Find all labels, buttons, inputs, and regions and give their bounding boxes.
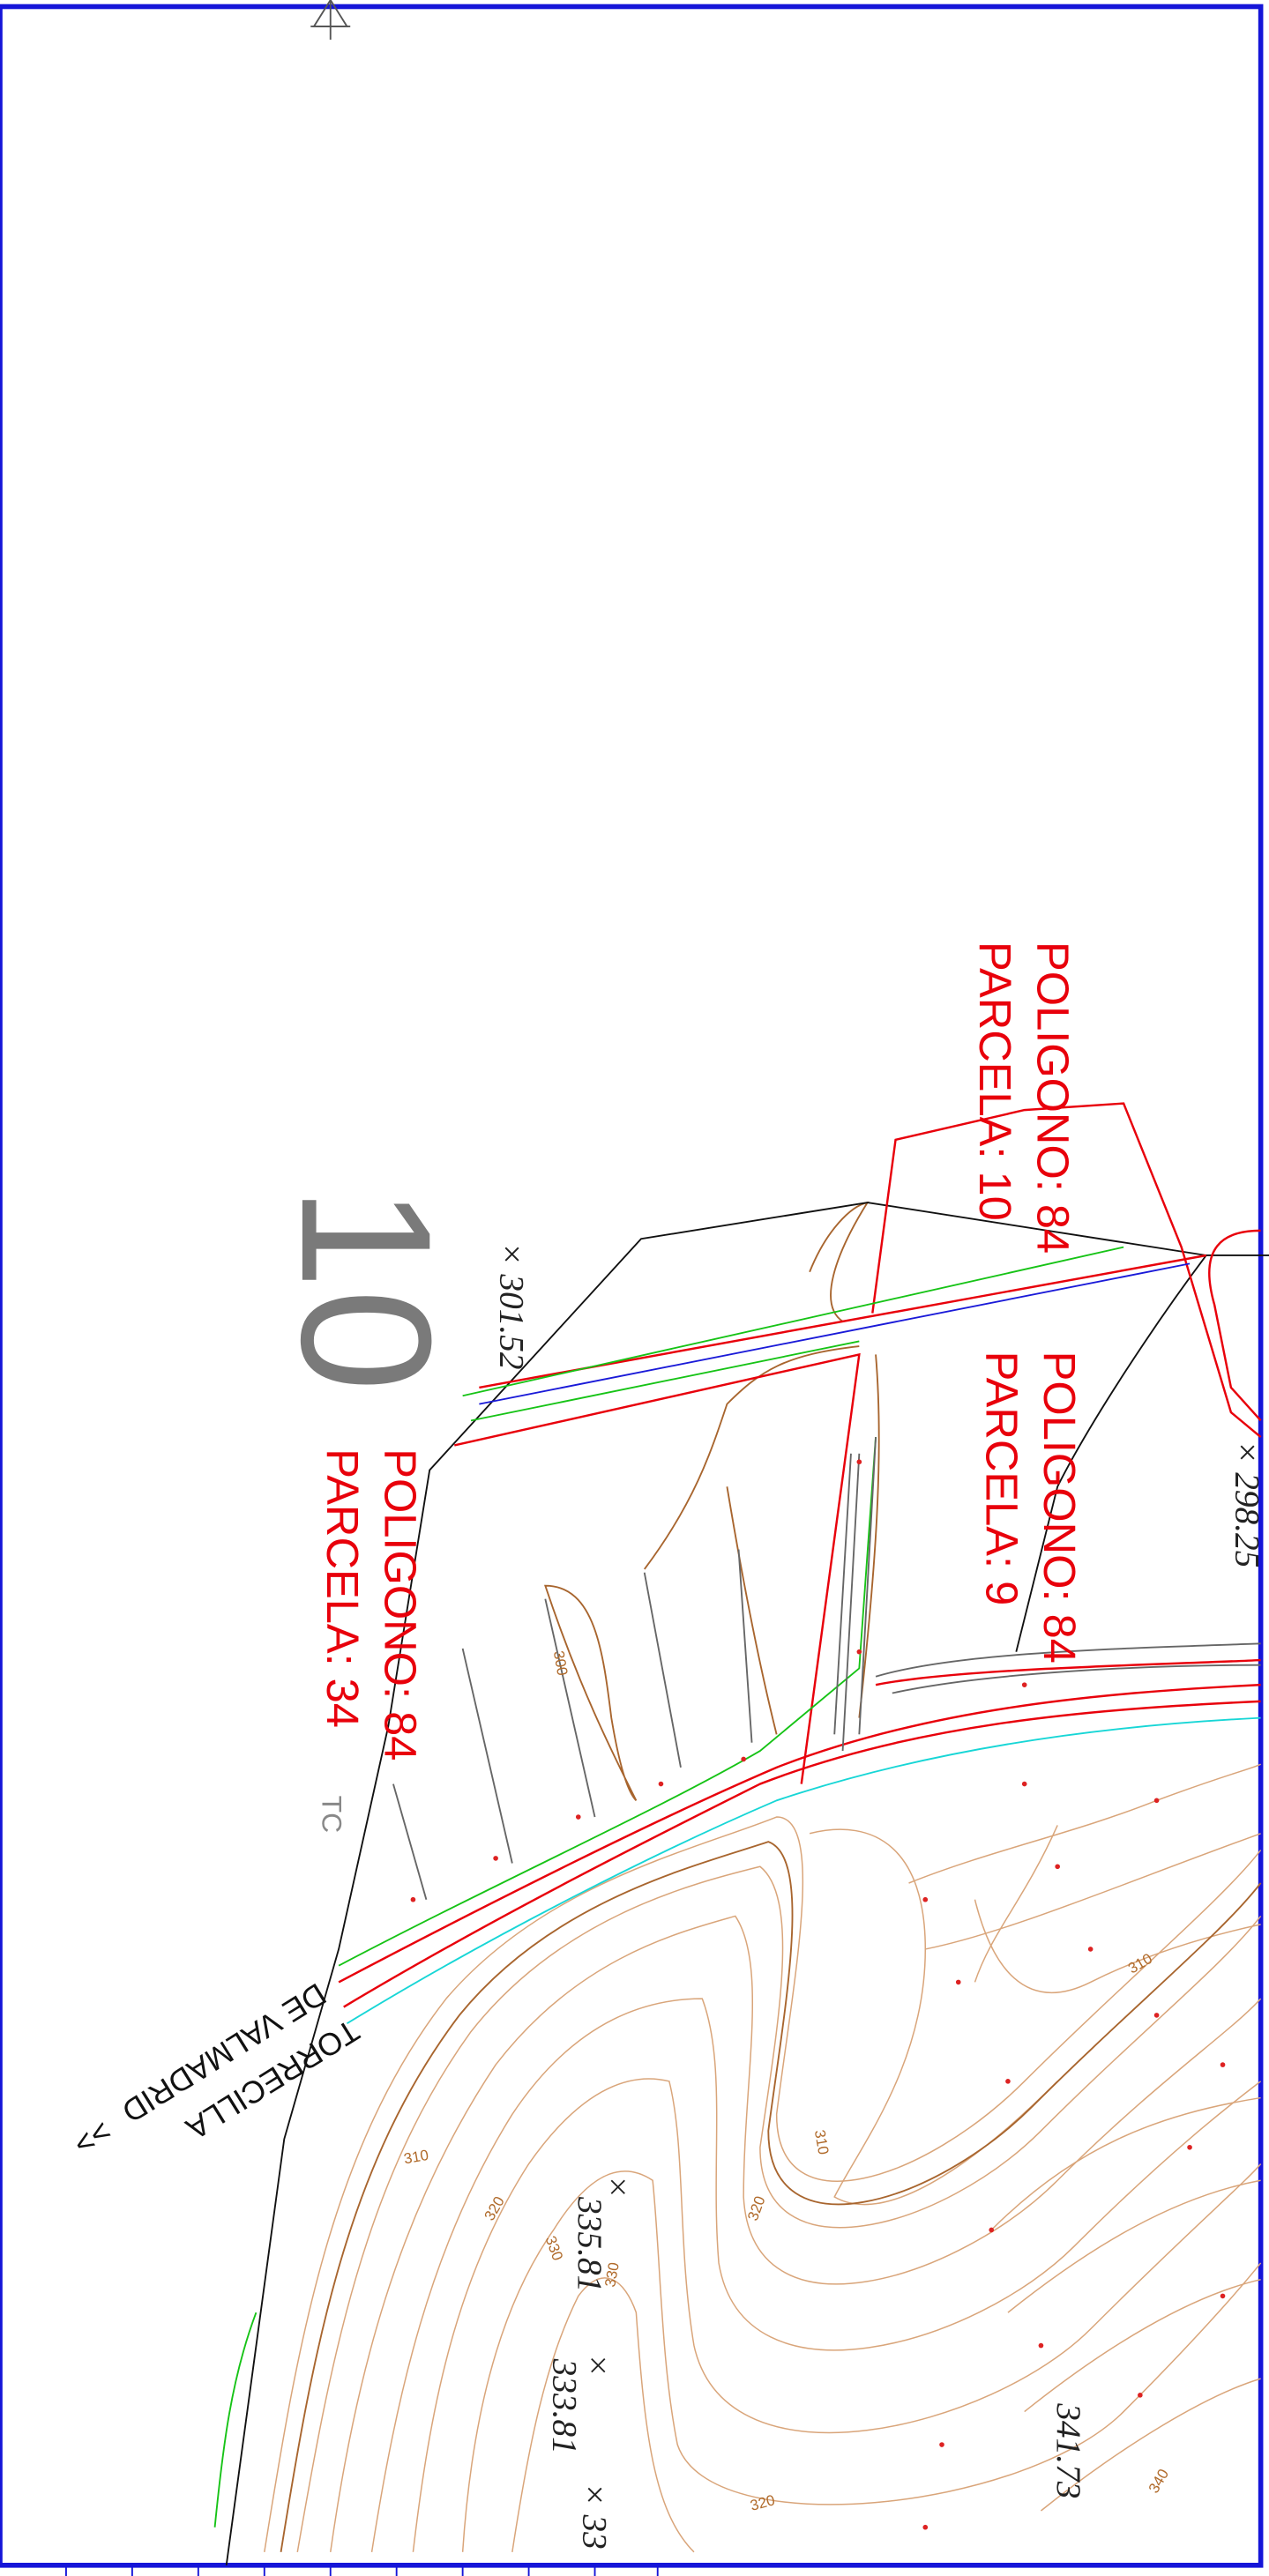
contour-label: 330 xyxy=(601,2261,623,2289)
contour-label: 320 xyxy=(481,2193,508,2223)
contour-label: 340 xyxy=(1146,2466,1173,2496)
spot-height: 335.81 xyxy=(571,2196,609,2292)
frame xyxy=(0,4,1264,2568)
contour-label: 310 xyxy=(402,2147,429,2168)
parcel-lines xyxy=(338,1102,1262,2008)
contours-main xyxy=(280,1201,1262,2552)
ruler xyxy=(65,2565,659,2576)
parcela-label: PARCELA: 10 xyxy=(970,942,1020,1221)
contour-label: 310 xyxy=(811,2128,832,2155)
survey-points xyxy=(410,1459,1226,2530)
parcela-label: PARCELA: 9 xyxy=(977,1351,1027,1606)
north-arrow xyxy=(310,0,351,40)
spot-markers xyxy=(591,2179,625,2373)
poligono-label: POLIGONO: 84 xyxy=(1034,1351,1085,1664)
poligono-label: POLIGONO: 84 xyxy=(376,1448,426,1761)
sheet-number: 10 xyxy=(263,1186,469,1391)
spot-height: × 301.52 xyxy=(493,1242,532,1370)
poligono-label: POLIGONO: 84 xyxy=(1028,942,1079,1254)
contours xyxy=(264,1763,1262,2553)
contour-label: 330 xyxy=(542,2234,566,2263)
road-lines xyxy=(213,1246,1261,2528)
spot-height: × 33 xyxy=(575,2483,614,2550)
spot-height: 341.73 xyxy=(1049,2402,1088,2498)
contour-label: 310 xyxy=(1125,1950,1155,1977)
spot-height: × 298.25 xyxy=(1228,1441,1267,1568)
tc-label: TC xyxy=(316,1796,347,1833)
parcela-label: PARCELA: 34 xyxy=(317,1448,368,1728)
road-arrow: >> xyxy=(68,2113,117,2163)
spot-height: 333.81 xyxy=(546,2358,585,2454)
contour-label: 300 xyxy=(550,1649,571,1677)
contour-label: 320 xyxy=(749,2491,777,2514)
contour-label: 320 xyxy=(744,2194,768,2223)
boundaries xyxy=(225,1202,1269,2565)
